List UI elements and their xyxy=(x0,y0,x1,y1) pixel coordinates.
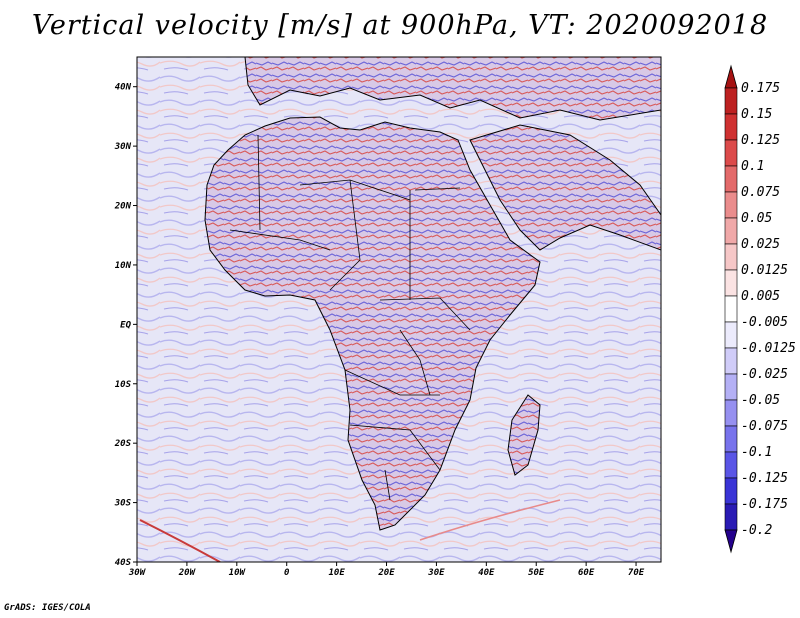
colorbar-swatch xyxy=(724,373,738,401)
x-tick-label: 40E xyxy=(478,568,495,578)
colorbar-label: 0.075 xyxy=(741,185,780,200)
y-tick-label: 40N xyxy=(115,83,132,93)
streak xyxy=(139,519,221,562)
colorbar-label: 0.05 xyxy=(741,211,772,226)
colorbar-swatch xyxy=(724,113,738,141)
x-tick-label: 30E xyxy=(427,568,445,578)
colorbar-label: 0.005 xyxy=(741,289,780,304)
axis-ticks: 30W 20W 10W 0 10E 20E 30E 40E 50E 60E 70E 40N 30N 20N… xyxy=(114,83,645,578)
colorbar-swatch xyxy=(724,503,738,531)
colorbar-bottom-arrow xyxy=(724,529,738,554)
x-tick-label: 0 xyxy=(284,568,290,578)
colorbar-label: -0.125 xyxy=(741,471,788,486)
chart-title: Vertical velocity [m/s] at 900hPa, VT: 2… xyxy=(31,10,769,41)
colorbar-swatch xyxy=(724,321,738,349)
y-tick-label: 20N xyxy=(114,202,132,212)
colorbar-swatch xyxy=(724,399,738,427)
country-borders xyxy=(229,134,471,501)
arabia-land xyxy=(469,124,661,251)
x-tick-label: 10E xyxy=(328,568,345,578)
y-tick-label: 30N xyxy=(114,142,132,152)
colorbar-label: -0.2 xyxy=(741,523,772,538)
colorbar-label: -0.025 xyxy=(741,367,788,382)
map-field xyxy=(137,57,661,562)
colorbar-label: 0.15 xyxy=(741,107,772,122)
colorbar-swatch xyxy=(724,347,738,375)
colorbar-label: 0.0125 xyxy=(741,263,788,278)
colorbar-swatch xyxy=(724,139,738,167)
y-tick-label: 20S xyxy=(114,439,132,449)
europe-land xyxy=(244,57,661,121)
colorbar-swatch xyxy=(724,165,738,193)
colorbar: 0.175 0.15 0.125 0.1 0.075 0.05 0.025 0.0125 0.0… xyxy=(724,64,796,554)
colorbar-swatch xyxy=(724,191,738,219)
x-tick-label: 50E xyxy=(528,568,545,578)
colorbar-label: 0.175 xyxy=(741,81,780,96)
x-tick-label: 30W xyxy=(128,568,147,578)
colorbar-label: -0.0125 xyxy=(741,341,796,356)
colorbar-label: 0.125 xyxy=(741,133,780,148)
x-tick-label: 20E xyxy=(377,568,395,578)
colorbar-label: 0.1 xyxy=(741,159,764,174)
x-tick-label: 70E xyxy=(628,568,645,578)
x-tick-label: 20W xyxy=(178,568,197,578)
y-tick-label: 10N xyxy=(115,261,132,271)
y-tick-label: 40S xyxy=(115,558,132,568)
colorbar-swatch xyxy=(724,477,738,505)
x-tick-label: 10W xyxy=(229,568,247,578)
colorbar-label: -0.075 xyxy=(741,419,788,434)
colorbar-swatch xyxy=(724,295,738,323)
colorbar-swatch xyxy=(724,269,738,297)
streak xyxy=(419,499,561,541)
colorbar-swatch xyxy=(724,425,738,453)
madagascar-land xyxy=(507,394,541,476)
colorbar-swatch xyxy=(724,217,738,245)
colorbar-swatch xyxy=(724,243,738,271)
colorbar-swatch xyxy=(724,451,738,479)
colorbar-label: -0.175 xyxy=(741,497,788,512)
colorbar-label: -0.05 xyxy=(741,393,780,408)
plot-frame xyxy=(136,56,662,563)
colorbar-label: -0.005 xyxy=(741,315,788,330)
y-tick-label: 10S xyxy=(115,380,132,390)
y-tick-label: 30S xyxy=(114,499,132,509)
colorbar-label: 0.025 xyxy=(741,237,780,252)
land-field xyxy=(204,116,541,531)
y-tick-label: EQ xyxy=(120,320,131,330)
colorbar-swatch xyxy=(724,87,738,115)
colorbar-label: -0.1 xyxy=(741,445,772,460)
x-tick-label: 60E xyxy=(578,568,595,578)
footer-credit: GrADS: IGES/COLA xyxy=(4,603,91,613)
colorbar-top-arrow xyxy=(724,64,738,89)
